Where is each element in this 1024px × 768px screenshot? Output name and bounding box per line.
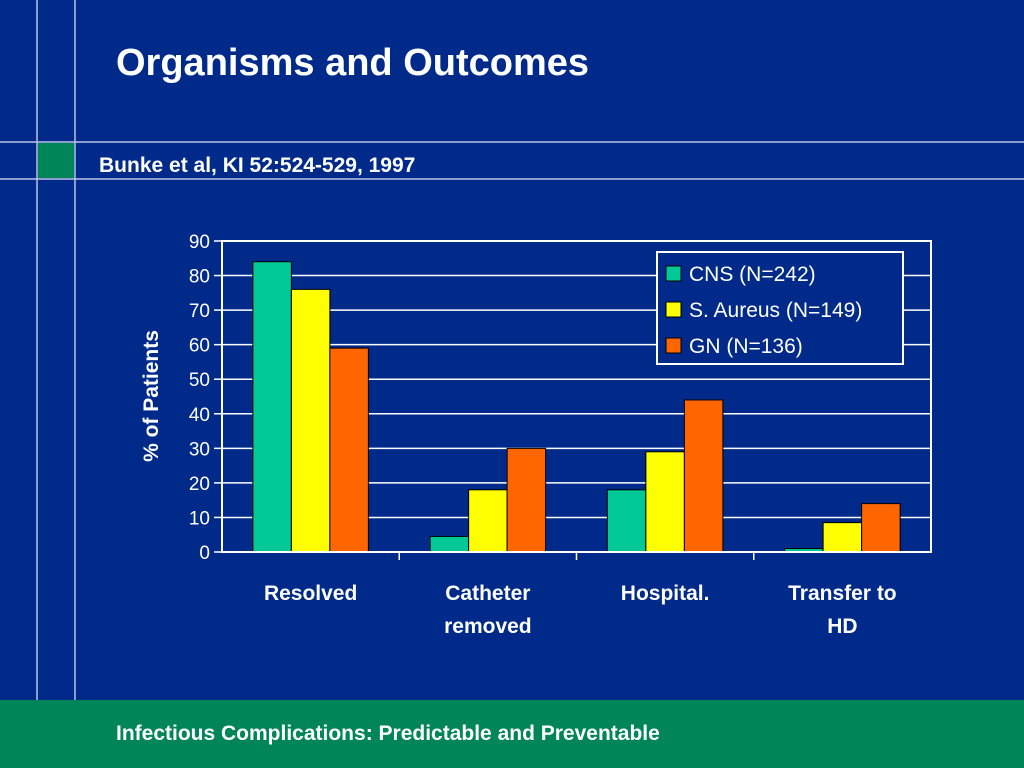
y-tick-label: 60 xyxy=(189,336,210,357)
x-tick-label: Catheter xyxy=(445,582,530,605)
legend-label: CNS (N=242) xyxy=(689,263,816,286)
x-tick-label: Hospital. xyxy=(621,582,710,605)
bar xyxy=(506,447,547,553)
x-tick-label: Transfer to xyxy=(788,582,897,605)
legend-box xyxy=(656,251,904,365)
y-tick-label: 90 xyxy=(189,232,210,253)
y-tick-label: 40 xyxy=(189,405,210,426)
citation: Bunke et al, KI 52:524-529, 1997 xyxy=(99,154,416,177)
slide-title: Organisms and Outcomes xyxy=(116,42,590,84)
y-tick-label: 70 xyxy=(189,301,210,322)
legend-label: S. Aureus (N=149) xyxy=(689,299,862,322)
bar xyxy=(252,261,292,553)
bar xyxy=(645,451,685,553)
bar xyxy=(429,535,470,553)
bar xyxy=(468,489,508,553)
bar xyxy=(683,399,724,553)
x-tick-label: HD xyxy=(827,615,857,638)
footer-text: Infectious Complications: Predictable an… xyxy=(116,722,660,745)
bar-chart: 0 10 20 30 40 50 60 70 80 90 % of Patients Resolved… xyxy=(140,232,932,638)
y-axis-title: % of Patients xyxy=(140,330,163,462)
legend-swatch xyxy=(665,337,682,354)
bar xyxy=(606,489,647,553)
bar xyxy=(861,503,901,553)
y-tick-label: 50 xyxy=(189,370,210,391)
bar xyxy=(329,347,369,553)
y-tick-label: 0 xyxy=(199,543,210,564)
y-tick-label: 30 xyxy=(189,439,210,460)
legend-swatch xyxy=(665,301,682,318)
bar xyxy=(822,522,863,553)
x-tick-label: removed xyxy=(444,615,532,638)
legend-swatch xyxy=(665,265,682,282)
x-tick-label: Resolved xyxy=(264,582,357,605)
y-tick-label: 10 xyxy=(189,508,210,529)
bar xyxy=(290,288,331,553)
y-tick-label: 20 xyxy=(189,474,210,495)
footer-band xyxy=(0,700,1024,768)
accent-square xyxy=(38,143,74,178)
y-tick-label: 80 xyxy=(189,267,210,288)
legend-label: GN (N=136) xyxy=(689,335,803,358)
